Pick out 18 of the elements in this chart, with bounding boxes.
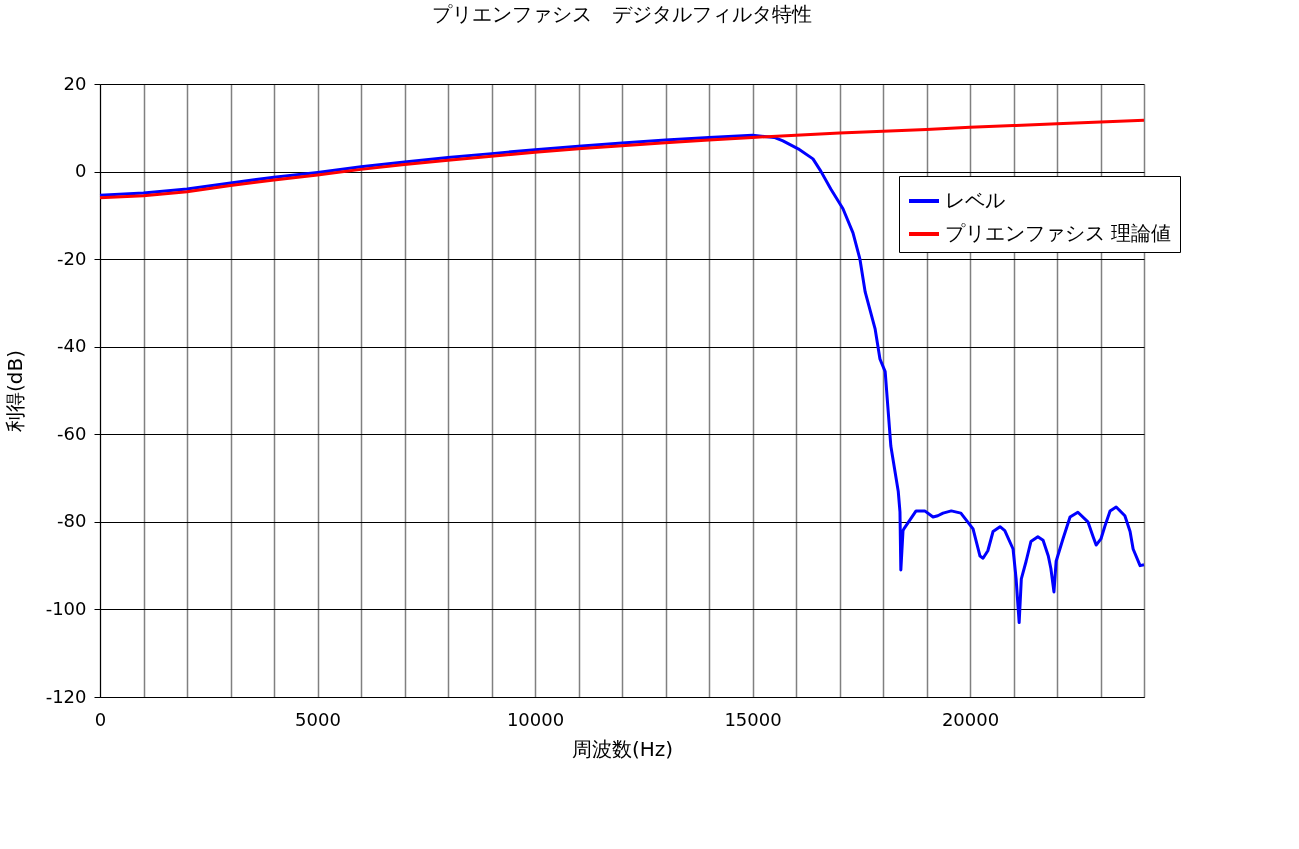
y-tick-label: -80 [57, 510, 87, 532]
legend-label: レベル [945, 188, 1005, 212]
y-tick-label: -40 [57, 335, 87, 357]
y-axis-title: 利得(dB) [2, 349, 27, 433]
legend-label: プリエンファシス 理論値 [945, 221, 1172, 245]
x-tick-label: 5000 [295, 708, 341, 730]
y-tick-label: -60 [57, 422, 87, 444]
x-axis-title: 周波数(Hz) [571, 736, 674, 761]
x-tick-label: 15000 [724, 708, 782, 730]
x-tick-label: 20000 [941, 708, 1000, 730]
x-tick-label: 10000 [506, 708, 565, 730]
y-tick-label: -20 [57, 247, 87, 269]
y-tick-label: -120 [45, 685, 87, 707]
chart-title: プリエンファシス デジタルフィルタ特性 [432, 2, 812, 26]
x-tick-label: 0 [94, 708, 107, 730]
y-tick-label: 0 [75, 160, 87, 182]
y-tick-label: 20 [63, 72, 87, 94]
y-tick-label: -100 [45, 597, 87, 619]
